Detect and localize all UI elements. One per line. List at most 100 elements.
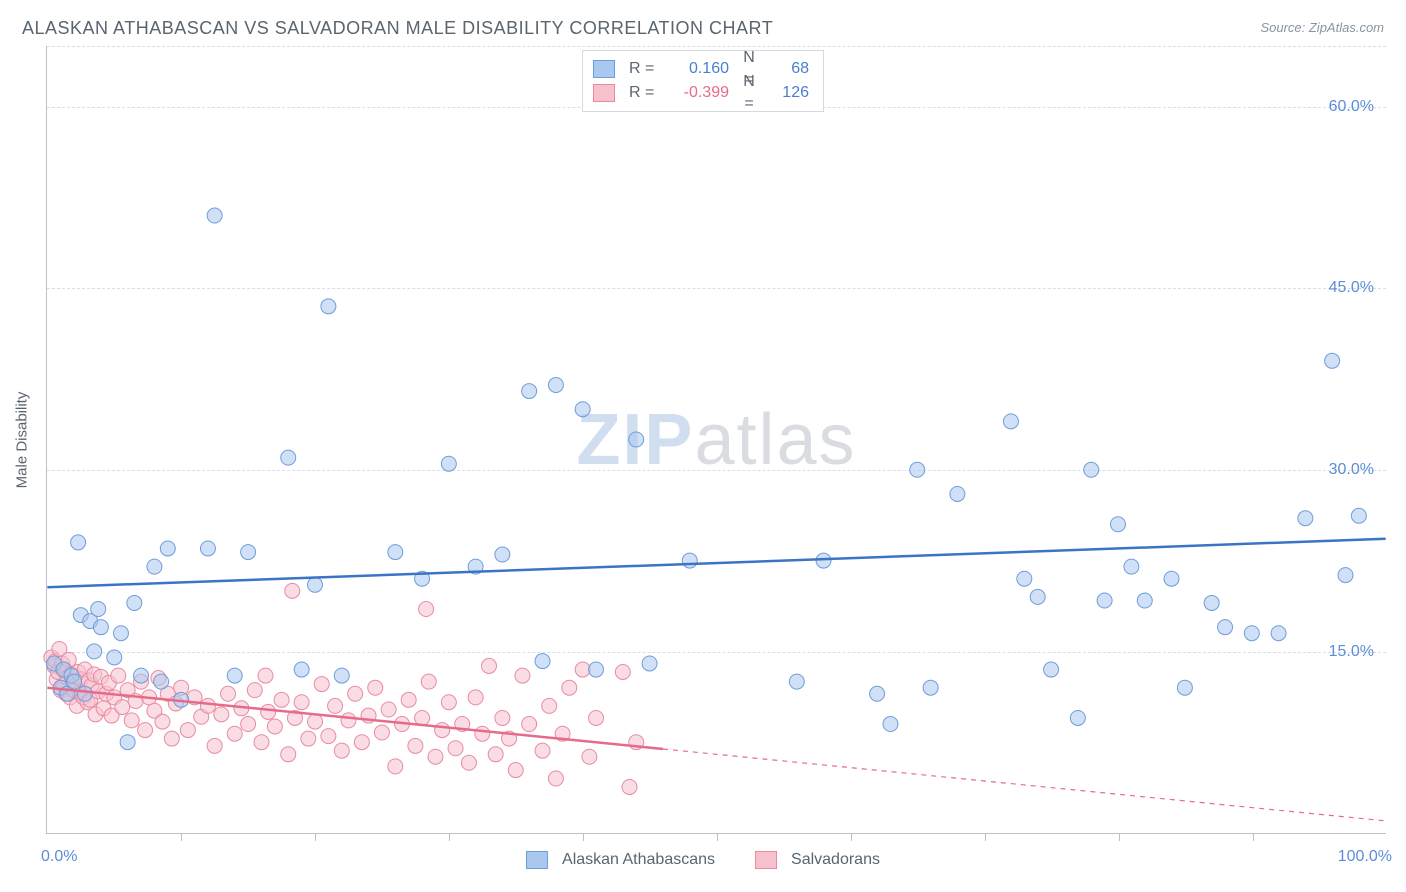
data-point	[71, 535, 86, 550]
data-point	[207, 738, 222, 753]
legend-swatch	[526, 851, 548, 869]
data-point	[134, 668, 149, 683]
data-point	[354, 735, 369, 750]
data-point	[461, 755, 476, 770]
data-point	[582, 749, 597, 764]
x-tick	[449, 833, 450, 841]
data-point	[368, 680, 383, 695]
data-point	[642, 656, 657, 671]
data-point	[200, 698, 215, 713]
data-point	[241, 717, 256, 732]
r-label: R =	[629, 58, 657, 80]
data-point	[408, 738, 423, 753]
data-point	[495, 710, 510, 725]
data-point	[348, 686, 363, 701]
data-point	[1204, 595, 1219, 610]
data-point	[124, 713, 139, 728]
plot-area: ZIPatlas 15.0%30.0%45.0%60.0%0.0%100.0%	[46, 46, 1386, 834]
legend-stats: R =0.160N =68R =-0.399N =126	[582, 50, 824, 112]
data-point	[622, 780, 637, 795]
data-point	[1137, 593, 1152, 608]
data-point	[328, 698, 343, 713]
data-point	[388, 759, 403, 774]
data-point	[258, 668, 273, 683]
data-point	[93, 620, 108, 635]
r-value: -0.399	[665, 82, 729, 104]
data-point	[1030, 589, 1045, 604]
chart-container: ALASKAN ATHABASCAN VS SALVADORAN MALE DI…	[0, 0, 1406, 892]
x-tick	[717, 833, 718, 841]
data-point	[1124, 559, 1139, 574]
data-point	[522, 384, 537, 399]
x-tick	[1253, 833, 1254, 841]
data-point	[294, 662, 309, 677]
data-point	[274, 692, 289, 707]
data-point	[147, 559, 162, 574]
data-point	[883, 717, 898, 732]
data-point	[428, 749, 443, 764]
data-point	[127, 595, 142, 610]
data-point	[1218, 620, 1233, 635]
data-point	[508, 763, 523, 778]
data-point	[1017, 571, 1032, 586]
data-point	[1325, 353, 1340, 368]
data-point	[923, 680, 938, 695]
data-point	[334, 668, 349, 683]
data-point	[1003, 414, 1018, 429]
legend-stat-row: R =0.160N =68	[593, 57, 809, 81]
data-point	[629, 432, 644, 447]
data-point	[575, 402, 590, 417]
data-point	[180, 723, 195, 738]
data-point	[281, 747, 296, 762]
legend-swatch	[593, 60, 615, 78]
data-point	[682, 553, 697, 568]
data-point	[421, 674, 436, 689]
legend-swatch	[755, 851, 777, 869]
x-tick	[985, 833, 986, 841]
data-point	[241, 545, 256, 560]
data-point	[575, 662, 590, 677]
data-point	[475, 726, 490, 741]
data-point	[341, 713, 356, 728]
data-point	[515, 668, 530, 683]
data-point	[87, 644, 102, 659]
x-tick	[851, 833, 852, 841]
data-point	[138, 723, 153, 738]
data-point	[334, 743, 349, 758]
data-point	[314, 677, 329, 692]
data-point	[562, 680, 577, 695]
legend-item: Alaskan Athabascans	[526, 851, 715, 869]
data-point	[950, 486, 965, 501]
data-point	[267, 719, 282, 734]
data-point	[374, 725, 389, 740]
data-point	[221, 686, 236, 701]
data-point	[910, 462, 925, 477]
data-point	[227, 668, 242, 683]
data-point	[321, 729, 336, 744]
data-point	[67, 674, 82, 689]
legend-series: Alaskan AthabascansSalvadorans	[526, 846, 880, 874]
data-point	[548, 771, 563, 786]
legend-stat-row: R =-0.399N =126	[593, 81, 809, 105]
x-tick-label: 100.0%	[1338, 848, 1392, 866]
data-point	[615, 664, 630, 679]
source-attribution: Source: ZipAtlas.com	[1260, 20, 1384, 35]
data-point	[247, 683, 262, 698]
data-point	[1044, 662, 1059, 677]
x-tick	[1119, 833, 1120, 841]
data-point	[1338, 568, 1353, 583]
data-point	[1271, 626, 1286, 641]
data-point	[254, 735, 269, 750]
chart-svg	[47, 46, 1386, 833]
data-point	[589, 662, 604, 677]
data-point	[1244, 626, 1259, 641]
data-point	[308, 714, 323, 729]
n-value: 126	[769, 82, 809, 104]
data-point	[495, 547, 510, 562]
r-label: R =	[629, 82, 657, 104]
data-point	[522, 717, 537, 732]
data-point	[227, 726, 242, 741]
data-point	[441, 456, 456, 471]
x-tick	[315, 833, 316, 841]
data-point	[285, 583, 300, 598]
